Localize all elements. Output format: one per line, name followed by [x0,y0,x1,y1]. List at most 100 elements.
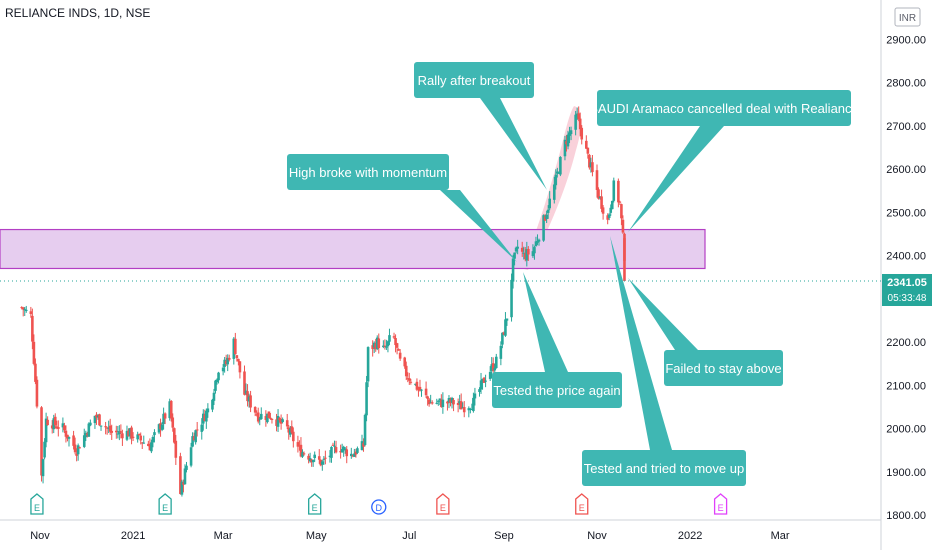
candle-body [481,378,484,383]
earnings-marker[interactable]: E [308,493,322,515]
candle-body [292,431,295,442]
candle-body [244,390,248,394]
marker-label: E [440,503,446,513]
candle-body [467,408,471,411]
candle-body [107,427,110,429]
earnings-marker[interactable]: E [436,493,450,515]
candle-body [180,481,184,495]
candle-body [247,396,251,402]
candle-body [317,456,321,460]
candle-body [548,198,551,209]
candle-body [151,436,155,443]
currency-badge[interactable]: INR [894,7,921,27]
candle-body [363,414,367,445]
dividend-marker[interactable]: D [371,499,387,515]
candle-body [403,357,407,367]
candle-body [153,432,156,436]
candle-body [189,447,193,466]
callout-annotation[interactable]: Rally after breakout [414,62,547,190]
time-tick-label: Jul [402,530,416,542]
candle-body [201,413,205,424]
candle-body [356,448,359,453]
candle-body [523,253,527,260]
candle-body [426,396,429,399]
earnings-marker[interactable]: E [575,493,589,515]
candle-body [536,240,539,243]
candle-body [87,423,91,437]
candle-body [533,247,536,254]
candle-body [351,455,355,457]
candle-body [163,413,167,419]
price-tick-label: 2600.00 [886,164,926,176]
candle-body [424,388,428,396]
candle-body [179,456,182,494]
candle-body [522,252,526,254]
candle-body [392,336,396,338]
callout-annotation[interactable]: Tested and tried to move up [582,236,746,486]
candle-body [623,238,626,281]
candle-body [276,415,280,427]
candle-body [580,127,584,140]
candle-body [404,365,408,377]
callout-annotation[interactable]: Failed to stay above [628,278,783,386]
candle-body [447,398,451,402]
callout-text: Failed to stay above [665,361,781,376]
candle-body [217,372,220,381]
candle-body [275,419,278,426]
candle-body [57,427,60,429]
callout-box [597,90,851,126]
price-tick-label: 2500.00 [886,207,926,219]
candle-body [125,430,129,440]
candle-body [150,442,153,452]
breakout-zone[interactable] [0,228,706,270]
candle-body [375,337,379,349]
candle-body [267,411,271,419]
candle-body [319,459,323,466]
earnings-marker[interactable]: E [30,493,44,515]
candle-body [525,249,529,261]
candle-body [600,196,603,209]
currency-badge-box [894,7,921,27]
candle-body [415,381,419,390]
earnings-marker[interactable]: E [713,493,728,515]
candle-body [75,453,78,456]
candle-body [93,415,97,424]
candle-body [574,114,577,130]
candle-body [256,412,260,422]
candle-body [66,434,69,439]
candle-body [296,442,300,447]
candle-body [607,214,611,218]
candle-body [557,172,561,174]
candle-body [29,311,33,314]
callout-annotation[interactable]: High broke with momentum [287,154,517,262]
time-tick-label: Mar [771,530,790,542]
marker-shape [158,493,172,515]
candle-body [281,419,284,423]
candle-body [595,170,599,190]
candle-body [598,196,602,198]
earnings-marker[interactable]: E [158,493,172,515]
callout-annotation[interactable]: SAUDI Aramaco cancelled deal with Realia… [589,90,859,232]
candle-body [105,427,109,429]
candle-body [585,140,588,149]
callout-pointer [440,190,517,262]
candle-body [546,209,550,213]
candle-body [577,113,580,120]
callout-pointer [480,98,547,190]
candle-body [473,393,477,399]
candle-body [339,450,342,453]
candle-body [609,207,613,213]
candle-body [52,418,56,430]
callout-box [664,350,783,386]
candle-body [130,427,133,439]
candle-body [253,406,257,413]
candle-body [440,399,443,407]
candle-body [98,414,101,426]
callout-annotation[interactable]: Tested the price again [492,272,622,408]
candle-body [345,449,349,457]
candle-body [108,425,112,432]
candle-body [287,427,291,433]
candle-body [372,342,376,348]
candle-body [472,397,475,412]
